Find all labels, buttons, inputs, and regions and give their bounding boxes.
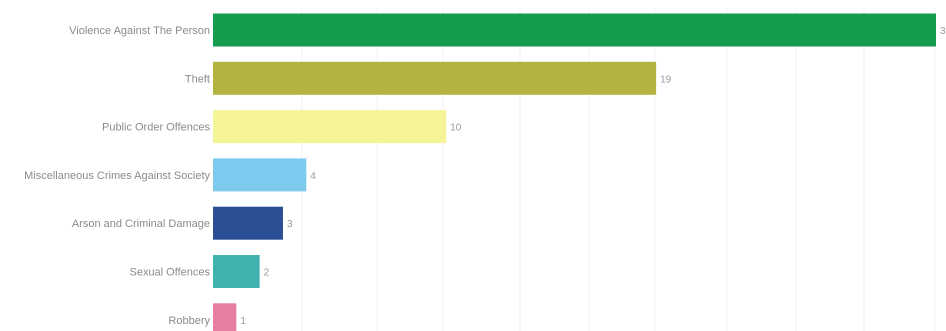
bar[interactable]	[213, 303, 237, 331]
category-label: Miscellaneous Crimes Against Society	[24, 170, 210, 182]
category-label: Sexual Offences	[129, 267, 210, 279]
category-label: Arson and Criminal Damage	[72, 218, 210, 230]
value-label: 3	[287, 219, 293, 230]
category-label: Public Order Offences	[102, 122, 211, 134]
value-labels: 3 19 10 4 3 2 1	[240, 26, 946, 327]
category-label: Robbery	[168, 315, 210, 327]
bar[interactable]	[213, 206, 283, 240]
value-label: 3	[940, 26, 946, 37]
value-label: 10	[450, 123, 462, 134]
value-label: 1	[240, 316, 246, 327]
value-label: 4	[310, 171, 316, 182]
category-label: Violence Against The Person	[69, 25, 210, 37]
category-labels: Violence Against The Person Theft Public O…	[24, 25, 210, 327]
value-label: 19	[660, 74, 672, 85]
bars-group	[213, 13, 936, 331]
bar[interactable]	[213, 13, 936, 47]
grid-lines	[301, 8, 936, 331]
bar[interactable]	[213, 255, 260, 288]
category-label: Theft	[185, 73, 210, 85]
bar[interactable]	[213, 61, 657, 95]
bar[interactable]	[213, 158, 307, 192]
value-label: 2	[264, 268, 270, 279]
bar[interactable]	[213, 110, 447, 144]
